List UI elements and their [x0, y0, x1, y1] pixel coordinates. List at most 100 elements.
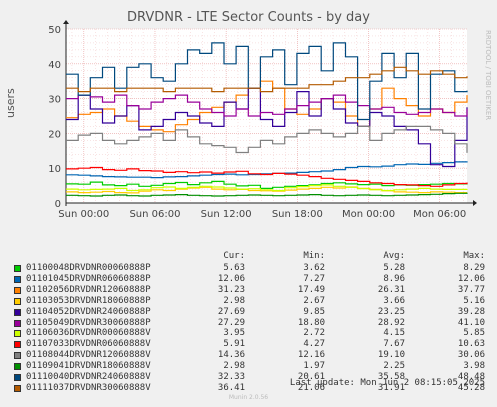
legend-avg-value: 2.25 [383, 361, 405, 372]
series-line-7 [66, 184, 468, 192]
legend-min-value: 9.85 [303, 306, 325, 317]
legend-max-value: 48.48 [457, 372, 485, 382]
chart-title: DRVDNR - LTE Sector Counts - by day [127, 10, 370, 25]
legend-series-name: 01106036DRVDNR00060888V [26, 328, 151, 339]
legend-series-name: 01102056DRVDNR12060888P [26, 284, 151, 295]
legend-cur-value: 14.36 [217, 350, 245, 361]
legend-min-value: 2.67 [303, 295, 325, 306]
legend-cur-value: 3.95 [223, 328, 245, 339]
legend-cur-value: 32.33 [217, 372, 245, 382]
legend-series-name: 01107033DRVDNR06060888V [26, 339, 151, 350]
x-tick-label: Sun 12:00 [201, 209, 252, 220]
legend-swatch [14, 297, 21, 305]
x-tick-label: Sun 18:00 [272, 209, 323, 220]
series-line-6 [66, 94, 468, 117]
series-line-4 [66, 186, 467, 194]
series-line-8 [66, 166, 468, 187]
legend-series-name: 01104052DRVDNR24060888P [26, 306, 151, 317]
legend-max-value: 5.85 [463, 328, 485, 339]
legend-cur-value: 5.63 [223, 263, 245, 273]
legend-max-value: 39.28 [457, 306, 485, 317]
legend-series-name: 01103053DRVDNR18060888P [26, 295, 151, 306]
y-tick-label: 30 [48, 95, 61, 106]
legend-swatch [14, 265, 21, 272]
x-tick-label: Sun 00:00 [58, 209, 109, 220]
legend-min-value: 4.27 [303, 339, 325, 350]
x-axis-arrow [473, 200, 477, 206]
y-tick-label: 0 [55, 199, 61, 210]
legend-max-value: 5.16 [463, 295, 485, 306]
legend-swatch [14, 330, 21, 338]
x-tick-label: Mon 00:00 [342, 209, 395, 220]
legend-min-value: 2.72 [303, 328, 325, 339]
legend-swatch [14, 363, 21, 371]
legend-series-name: 01101045DRVDNR06060888P [26, 273, 151, 284]
legend-avg-value: 23.25 [377, 306, 405, 317]
legend-avg-value: 3.66 [383, 295, 405, 306]
legend-swatch [14, 308, 21, 316]
legend-header-cur: Cur: [223, 251, 245, 261]
x-tick-label: Mon 06:00 [413, 209, 466, 220]
legend-swatch [14, 275, 21, 283]
legend-header-max: Max: [463, 251, 485, 261]
legend-avg-value: 7.67 [383, 339, 405, 350]
legend-max-value: 45.28 [457, 382, 485, 393]
munin-version: Munin 2.0.56 [228, 394, 269, 401]
legend-avg-value: 19.10 [377, 350, 405, 361]
legend-cur-value: 36.41 [217, 382, 245, 393]
legend-max-value: 30.06 [457, 350, 485, 361]
legend-min-value: 21.06 [297, 382, 325, 393]
series-line-12 [66, 66, 468, 93]
y-axis-arrow [63, 20, 69, 24]
y-axis-label: users [4, 88, 17, 118]
legend-avg-value: 31.91 [377, 382, 405, 393]
legend-swatch [14, 319, 21, 327]
series-line-11 [66, 42, 468, 121]
series-line-10 [66, 192, 468, 197]
y-tick-label: 10 [48, 164, 61, 175]
legend-header-min: Min: [303, 251, 325, 261]
legend-cur-value: 31.23 [217, 284, 245, 295]
legend-avg-value: 8.96 [383, 273, 405, 284]
y-tick-label: 50 [48, 25, 61, 36]
legend-avg-value: 5.28 [383, 263, 405, 273]
y-tick-label: 40 [48, 60, 61, 71]
legend-min-value: 18.80 [297, 317, 325, 328]
legend-series-name: 01109041DRVDNR18060888V [26, 361, 151, 372]
legend-avg-value: 26.31 [377, 284, 405, 295]
legend-series-name: 01100048DRVDNR00060888P [26, 263, 151, 273]
legend-swatch [14, 352, 21, 360]
y-tick-label: 20 [48, 129, 61, 140]
legend-min-value: 7.27 [303, 273, 325, 284]
legend-swatch [14, 341, 21, 349]
legend-max-value: 37.77 [457, 284, 485, 295]
legend-max-value: 8.29 [463, 263, 485, 273]
legend-min-value: 3.62 [303, 263, 325, 273]
legend-swatch [14, 286, 21, 294]
legend-cur-value: 2.98 [223, 295, 245, 306]
legend-min-value: 1.97 [303, 361, 325, 372]
legend-series-name: 01105049DRVDNR30060888P [26, 317, 151, 328]
legend-swatch [14, 374, 21, 381]
legend-avg-value: 4.15 [383, 328, 405, 339]
legend-cur-value: 27.69 [217, 306, 245, 317]
legend-max-value: 3.98 [463, 361, 485, 372]
legend-max-value: 12.06 [457, 273, 485, 284]
legend-max-value: 41.10 [457, 317, 485, 328]
rrdtool-watermark: RRDTOOL / TOBI OETIKER [484, 30, 492, 121]
legend-min-value: 20.61 [297, 372, 325, 382]
legend-cur-value: 5.91 [223, 339, 245, 350]
legend-avg-value: 35.58 [377, 372, 405, 382]
legend-cur-value: 2.98 [223, 361, 245, 372]
legend-max-value: 10.63 [457, 339, 485, 350]
last-update: Last update: Mon Jun 2 08:15:05 2025 [289, 378, 485, 388]
legend-cur-value: 12.06 [217, 273, 245, 284]
legend-series-name: 01111037DRVDNR30060888V [26, 382, 151, 393]
legend-series-name: 01110040DRVDNR24060888V [26, 372, 151, 382]
legend-series-name: 01108044DRVDNR12060888V [26, 350, 151, 361]
x-tick-label: Sun 06:00 [129, 209, 180, 220]
legend-header-avg: Avg: [383, 251, 405, 261]
legend-min-value: 17.49 [297, 284, 325, 295]
legend-min-value: 12.16 [297, 350, 325, 361]
